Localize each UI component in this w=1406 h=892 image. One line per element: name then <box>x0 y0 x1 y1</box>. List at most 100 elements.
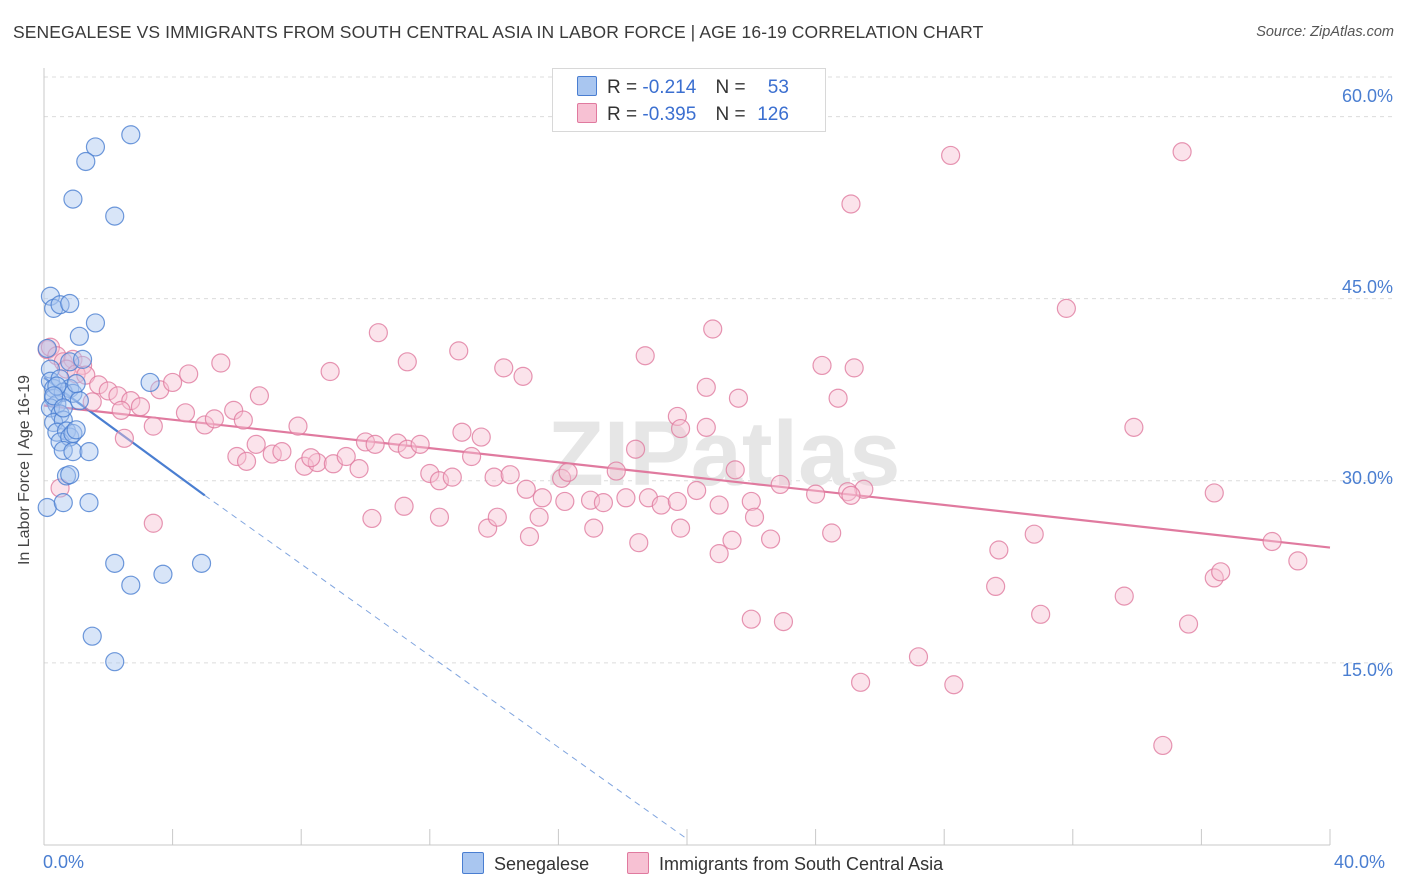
immigrants-point <box>63 349 83 369</box>
immigrants-point <box>362 508 382 529</box>
senegalese-point <box>121 575 141 595</box>
immigrants-point <box>670 418 691 439</box>
immigrants-point <box>442 467 462 487</box>
series-pink-points <box>37 142 1308 756</box>
immigrants-point <box>667 491 687 512</box>
immigrants-point <box>111 400 131 420</box>
immigrants-point <box>452 422 472 442</box>
immigrants-point <box>1178 614 1199 634</box>
immigrants-point <box>558 462 578 482</box>
pink-swatch <box>577 103 597 123</box>
immigrants-point <box>667 406 687 427</box>
immigrants-point <box>143 513 163 533</box>
immigrants-point <box>320 361 340 382</box>
legend-row-senegalese: R = -0.214 N = 53 <box>577 76 789 98</box>
senegalese-point <box>37 497 57 518</box>
immigrants-point <box>593 493 614 513</box>
senegalese-point <box>60 293 80 314</box>
immigrants-point <box>163 372 183 393</box>
immigrants-point <box>841 194 861 214</box>
immigrants-point <box>233 410 253 430</box>
immigrants-point <box>773 612 794 632</box>
immigrants-point <box>625 439 646 459</box>
y-tick-label: 45.0% <box>1341 277 1393 297</box>
senegalese-point <box>85 313 106 333</box>
immigrants-point <box>365 434 385 454</box>
senegalese-point <box>60 465 80 485</box>
immigrants-point <box>584 518 604 538</box>
immigrants-point <box>696 377 716 397</box>
source-label: Source: ZipAtlas.com <box>1256 24 1394 40</box>
senegalese-point <box>191 553 212 573</box>
senegalese-point <box>53 398 73 418</box>
immigrants-point <box>616 488 636 508</box>
immigrants-point <box>1114 586 1134 606</box>
senegalese-point <box>53 493 73 513</box>
senegalese-point <box>50 295 70 315</box>
senegalese-trend-extension <box>204 494 688 840</box>
immigrants-point <box>703 319 723 339</box>
immigrants-point <box>1262 531 1282 552</box>
immigrants-point <box>555 491 575 512</box>
immigrants-point <box>429 507 450 527</box>
senegalese-point <box>82 626 102 646</box>
immigrants-point <box>130 397 151 417</box>
r-label: R = <box>607 77 638 98</box>
immigrants-point <box>696 417 716 437</box>
x-tick-label: 0.0% <box>43 852 85 872</box>
chart-title: SENEGALESE VS IMMIGRANTS FROM SOUTH CENT… <box>13 22 984 42</box>
immigrants-point <box>1204 483 1224 503</box>
immigrants-point <box>944 675 964 695</box>
immigrants-point <box>195 415 215 435</box>
immigrants-point <box>478 518 498 538</box>
n-label: N = <box>715 77 746 98</box>
immigrants-point <box>349 459 369 479</box>
immigrants-point <box>89 375 109 395</box>
immigrants-point <box>288 416 308 436</box>
immigrants-point <box>822 523 842 543</box>
immigrants-point <box>989 540 1009 560</box>
immigrants-point <box>651 495 671 515</box>
watermark: ZIPatlas <box>548 403 901 505</box>
immigrants-point <box>908 647 929 667</box>
immigrants-point <box>236 451 257 471</box>
immigrants-point <box>227 446 247 467</box>
pink-swatch <box>627 852 649 874</box>
r-value: -0.395 <box>642 104 697 125</box>
senegalese-point <box>121 125 141 145</box>
senegalese-point <box>63 189 83 209</box>
immigrants-point <box>744 507 765 527</box>
immigrants-point <box>388 433 408 453</box>
immigrants-point <box>513 366 533 386</box>
immigrants-point <box>629 533 649 553</box>
immigrants-point <box>844 358 864 378</box>
immigrants-point <box>728 388 749 408</box>
immigrants-point <box>838 482 858 502</box>
senegalese-point <box>37 338 57 359</box>
series-blue-points <box>37 125 212 672</box>
y-axis-label: In Labor Force | Age 16-19 <box>16 374 33 566</box>
n-value: 53 <box>767 77 789 98</box>
immigrants-point <box>1024 524 1044 544</box>
immigrants-point <box>211 353 231 373</box>
senegalese-point <box>66 420 86 440</box>
y-tick-label: 30.0% <box>1341 468 1393 488</box>
immigrants-point <box>519 527 540 547</box>
immigrants-point <box>1031 604 1051 624</box>
immigrants-point <box>449 341 469 361</box>
immigrants-point <box>420 463 440 484</box>
senegalese-point <box>79 442 99 462</box>
immigrants-point <box>670 518 691 538</box>
legend-label: Senegalese <box>494 854 590 874</box>
senegalese-point <box>105 652 125 672</box>
immigrants-point <box>986 576 1006 597</box>
senegalese-point <box>56 466 77 486</box>
senegalese-point <box>79 493 99 513</box>
legend-label: Immigrants from South Central Asia <box>659 854 944 874</box>
correlation-legend: R = -0.214 N = 53 R = -0.395 N = 126 <box>552 68 826 132</box>
immigrants-point <box>410 434 430 454</box>
x-tick-label: 40.0% <box>1334 852 1386 872</box>
immigrants-point <box>529 507 549 527</box>
immigrants-point <box>336 446 356 467</box>
immigrants-point <box>760 529 781 549</box>
